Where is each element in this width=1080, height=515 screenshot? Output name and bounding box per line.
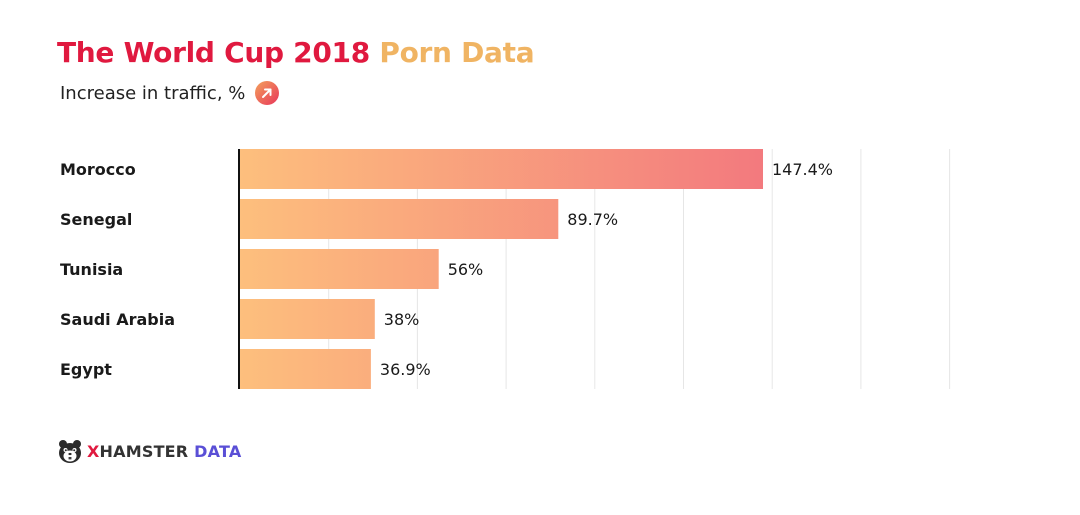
xhamster-data-logo: XHAMSTER DATA xyxy=(57,437,241,465)
chart-subtitle: Increase in traffic, % xyxy=(60,81,280,105)
title-part-main: The World Cup 2018 xyxy=(57,36,370,69)
subtitle-text: Increase in traffic, % xyxy=(60,82,246,104)
bar xyxy=(240,199,559,239)
logo-x: X xyxy=(87,441,100,461)
hamster-icon xyxy=(59,440,81,463)
data-label: 56% xyxy=(448,260,484,279)
category-label: Saudi Arabia xyxy=(60,310,175,329)
title-part-accent: Porn Data xyxy=(379,36,535,69)
logo-data: DATA xyxy=(194,441,242,461)
data-label: 36.9% xyxy=(380,360,431,379)
data-label: 147.4% xyxy=(772,160,833,179)
bar xyxy=(240,349,371,389)
bar xyxy=(240,299,375,339)
bar xyxy=(240,149,763,189)
logo-wordmark: XHAMSTER DATA xyxy=(87,442,241,461)
bar xyxy=(240,249,439,289)
arrow-up-right-icon xyxy=(255,81,280,105)
category-label: Morocco xyxy=(60,160,136,179)
data-label: 38% xyxy=(384,310,420,329)
data-label: 89.7% xyxy=(567,210,618,229)
category-label: Tunisia xyxy=(60,260,123,279)
logo-hamster: HAMSTER xyxy=(99,441,189,461)
category-label: Egypt xyxy=(60,360,112,379)
category-label: Senegal xyxy=(60,210,132,229)
chart-title: The World Cup 2018 Porn Data xyxy=(57,36,535,69)
